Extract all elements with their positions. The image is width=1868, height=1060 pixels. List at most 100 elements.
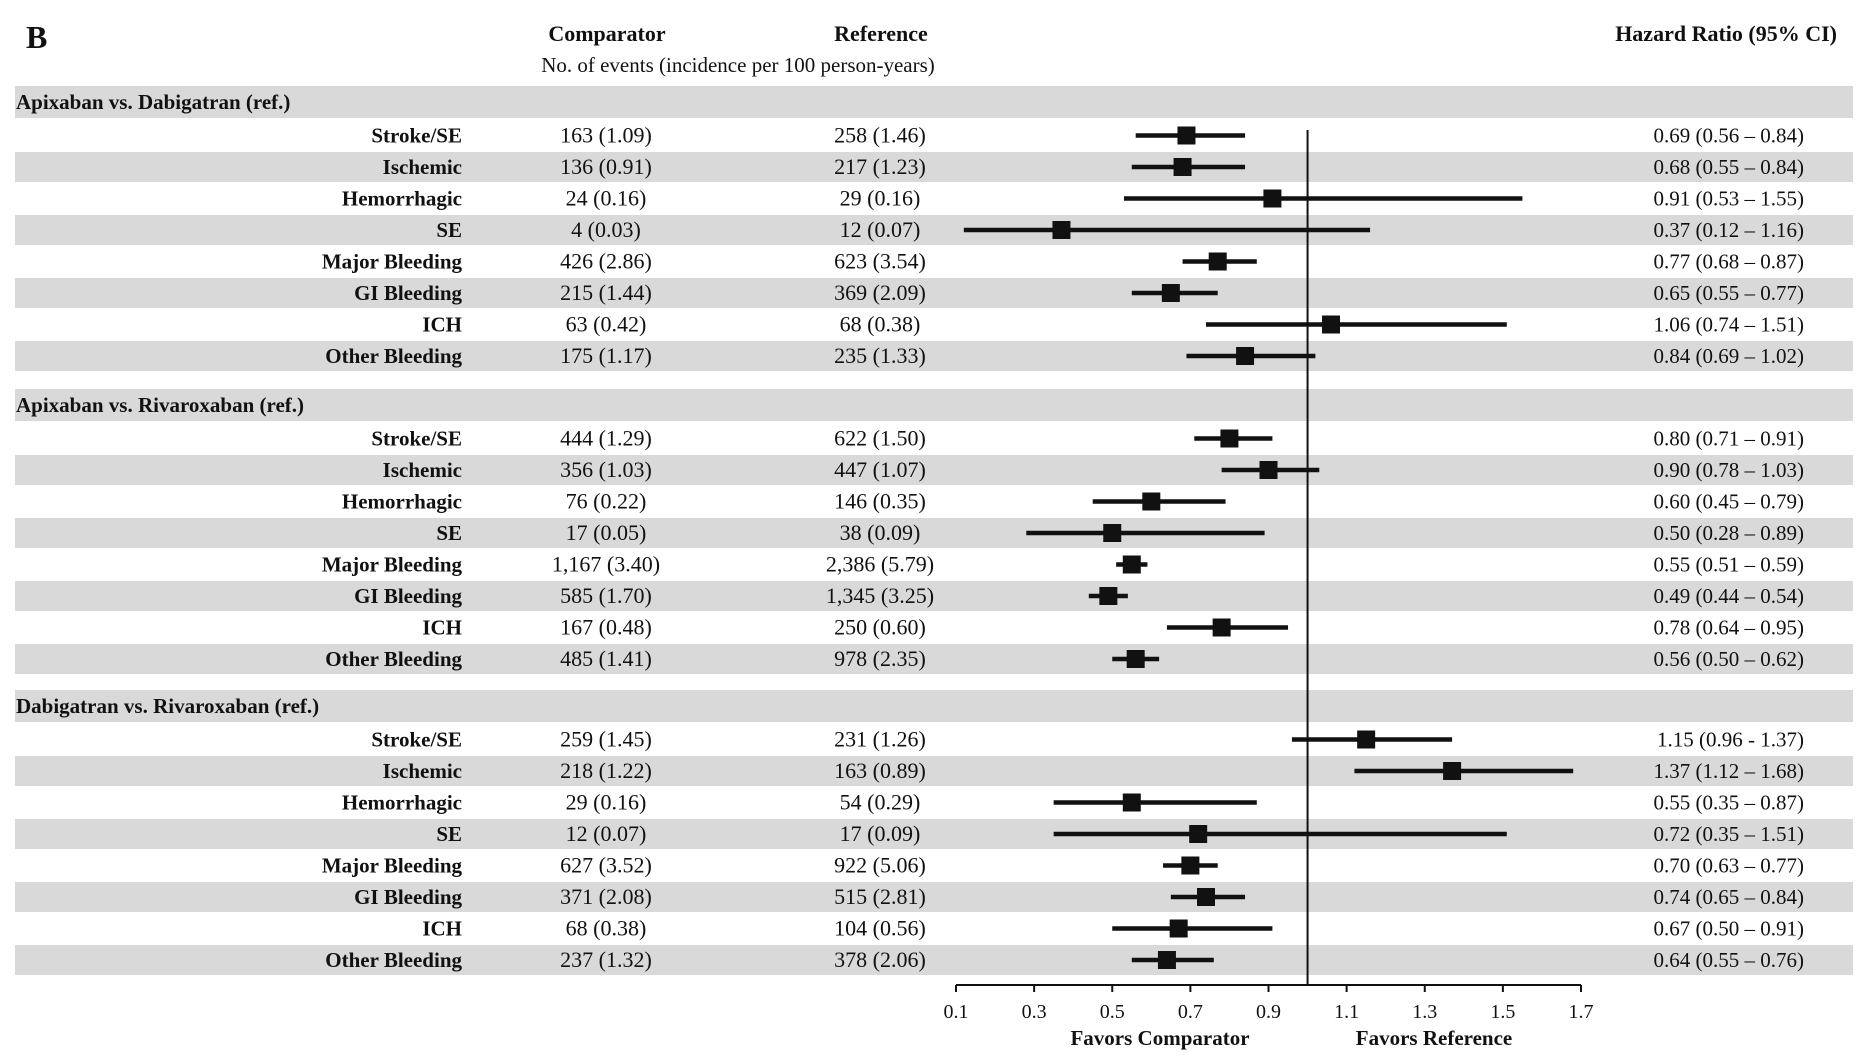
comparator-events: 29 (0.16) xyxy=(566,790,647,815)
comparator-events: 76 (0.22) xyxy=(566,489,647,514)
outcome-label: Stroke/SE xyxy=(371,728,462,752)
hazard-ratio-value: 0.67 (0.50 – 0.91) xyxy=(1654,917,1805,941)
x-tick-label: 1.7 xyxy=(1569,1001,1594,1023)
reference-events: 38 (0.09) xyxy=(840,520,921,545)
hazard-ratio-value: 0.78 (0.64 – 0.95) xyxy=(1654,616,1805,640)
hazard-ratio-value: 0.90 (0.78 – 1.03) xyxy=(1654,458,1805,482)
hr-point xyxy=(1259,461,1278,479)
comparator-events: 1,167 (3.40) xyxy=(552,552,660,577)
outcome-label: Other Bleeding xyxy=(325,948,462,972)
panel-label: B xyxy=(26,19,47,55)
hazard-ratio-value: 0.65 (0.55 – 0.77) xyxy=(1654,281,1805,305)
reference-events: 378 (2.06) xyxy=(834,947,926,972)
favors-reference-label: Favors Reference xyxy=(1356,1026,1512,1050)
outcome-label: ICH xyxy=(422,313,462,337)
x-tick-label: 0.9 xyxy=(1256,1001,1281,1023)
hr-point xyxy=(1142,492,1161,511)
hazard-ratio-value: 0.84 (0.69 – 1.02) xyxy=(1654,344,1805,368)
reference-events: 622 (1.50) xyxy=(834,426,926,451)
x-tick-label: 1.3 xyxy=(1412,1001,1437,1023)
row-band xyxy=(15,945,1853,975)
reference-events: 447 (1.07) xyxy=(834,457,926,482)
comparator-header: Comparator xyxy=(548,21,666,46)
outcome-label: Hemorrhagic xyxy=(342,490,462,514)
comparator-events: 175 (1.17) xyxy=(560,343,652,368)
x-tick-label: 0.3 xyxy=(1022,1001,1047,1023)
outcome-label: Major Bleeding xyxy=(322,250,463,274)
table-header: B Comparator Reference No. of events (in… xyxy=(26,19,1837,77)
comparator-events: 68 (0.38) xyxy=(566,916,647,941)
outcome-label: Ischemic xyxy=(383,155,462,179)
outcome-label: Ischemic xyxy=(383,458,462,482)
outcome-label: Other Bleeding xyxy=(325,647,462,671)
hazard-ratio-header: Hazard Ratio (95% CI) xyxy=(1615,21,1837,46)
hr-point xyxy=(1099,587,1118,605)
hr-point xyxy=(1177,126,1196,145)
hr-point xyxy=(1126,650,1145,668)
hr-point xyxy=(1357,730,1376,749)
row-band xyxy=(15,455,1853,485)
comparator-events: 163 (1.09) xyxy=(560,123,652,148)
reference-events: 29 (0.16) xyxy=(840,186,921,211)
x-tick-label: 1.5 xyxy=(1490,1001,1515,1023)
x-axis: 0.1 0.3 0.5 0.7 0.9 1.1 1.3 1.5 1.7 Favors Compar… xyxy=(944,130,1594,1050)
comparator-events: 63 (0.42) xyxy=(566,312,647,337)
comparator-events: 627 (3.52) xyxy=(560,853,652,878)
reference-events: 978 (2.35) xyxy=(834,646,926,671)
group-title-band xyxy=(15,690,1853,722)
hazard-ratio-value: 0.49 (0.44 – 0.54) xyxy=(1654,584,1805,608)
reference-header: Reference xyxy=(834,21,928,46)
reference-events: 146 (0.35) xyxy=(834,489,926,514)
outcome-label: Stroke/SE xyxy=(371,427,462,451)
outcome-label: SE xyxy=(436,822,462,846)
hazard-ratio-value: 0.77 (0.68 – 0.87) xyxy=(1654,250,1805,274)
hr-point xyxy=(1263,189,1282,208)
table-rows: Apixaban vs. Dabigatran (ref.) Stroke/SE 1… xyxy=(16,90,1804,972)
comparator-events: 17 (0.05) xyxy=(566,520,647,545)
row-band xyxy=(15,341,1853,371)
favors-comparator-label: Favors Comparator xyxy=(1070,1026,1249,1050)
comparator-events: 485 (1.41) xyxy=(560,646,652,671)
reference-events: 231 (1.26) xyxy=(834,727,926,752)
hazard-ratio-value: 0.68 (0.55 – 0.84) xyxy=(1654,155,1805,179)
outcome-label: Major Bleeding xyxy=(322,553,463,577)
group-title-band xyxy=(15,86,1853,118)
hazard-ratio-value: 0.50 (0.28 – 0.89) xyxy=(1654,521,1805,545)
hazard-ratio-value: 1.15 (0.96 - 1.37) xyxy=(1657,728,1804,752)
group-title: Apixaban vs. Dabigatran (ref.) xyxy=(16,90,290,114)
hazard-ratio-value: 0.80 (0.71 – 0.91) xyxy=(1654,427,1805,451)
reference-events: 163 (0.89) xyxy=(834,758,926,783)
reference-events: 54 (0.29) xyxy=(840,790,921,815)
comparator-events: 426 (2.86) xyxy=(560,249,652,274)
group-title-band xyxy=(15,389,1853,421)
row-band xyxy=(15,819,1853,849)
comparator-events: 12 (0.07) xyxy=(566,821,647,846)
row-band xyxy=(15,581,1853,611)
reference-events: 68 (0.38) xyxy=(840,312,921,337)
comparator-events: 167 (0.48) xyxy=(560,615,652,640)
hazard-ratio-value: 0.74 (0.65 – 0.84) xyxy=(1654,885,1805,909)
hr-point xyxy=(1212,618,1231,637)
x-tick-label: 0.5 xyxy=(1100,1001,1125,1023)
comparator-events: 24 (0.16) xyxy=(566,186,647,211)
hr-point xyxy=(1322,315,1340,334)
outcome-label: Ischemic xyxy=(383,759,462,783)
hr-point xyxy=(1052,221,1071,239)
reference-events: 217 (1.23) xyxy=(834,154,926,179)
hr-point xyxy=(1122,555,1141,574)
comparator-events: 259 (1.45) xyxy=(560,727,652,752)
comparator-events: 444 (1.29) xyxy=(560,426,652,451)
outcome-label: ICH xyxy=(422,917,462,941)
hazard-ratio-value: 0.37 (0.12 – 1.16) xyxy=(1654,218,1805,242)
reference-events: 17 (0.09) xyxy=(840,821,921,846)
hazard-ratio-value: 0.64 (0.55 – 0.76) xyxy=(1654,948,1805,972)
reference-events: 369 (2.09) xyxy=(834,280,926,305)
outcome-label: Stroke/SE xyxy=(371,124,462,148)
hr-point xyxy=(1197,888,1215,906)
outcome-label: Other Bleeding xyxy=(325,344,462,368)
row-band xyxy=(15,278,1853,308)
reference-events: 2,386 (5.79) xyxy=(826,552,934,577)
plot-area xyxy=(963,126,1574,969)
